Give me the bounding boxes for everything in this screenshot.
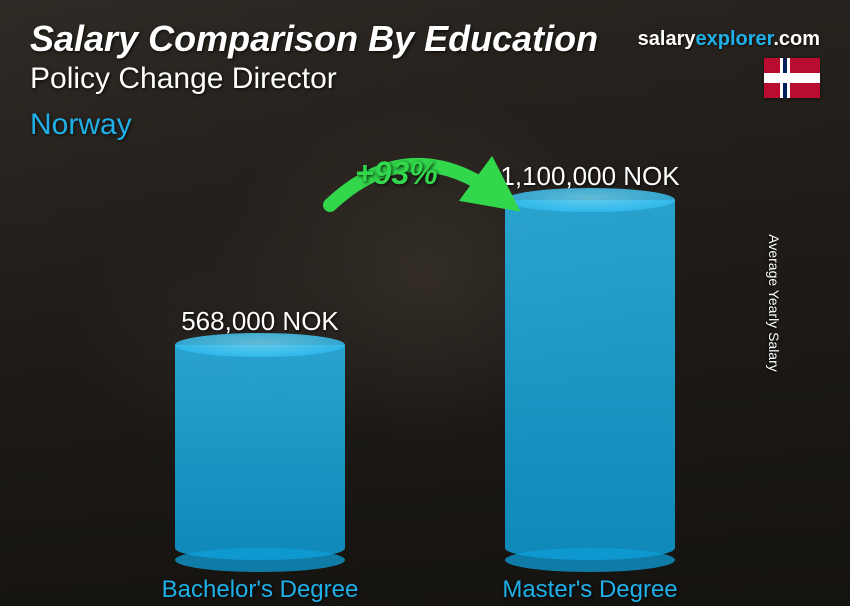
content-layer: Salary Comparison By Education Policy Ch… (0, 0, 850, 606)
increase-arrow-icon (0, 0, 850, 606)
percent-increase-badge: +93% (355, 155, 438, 192)
